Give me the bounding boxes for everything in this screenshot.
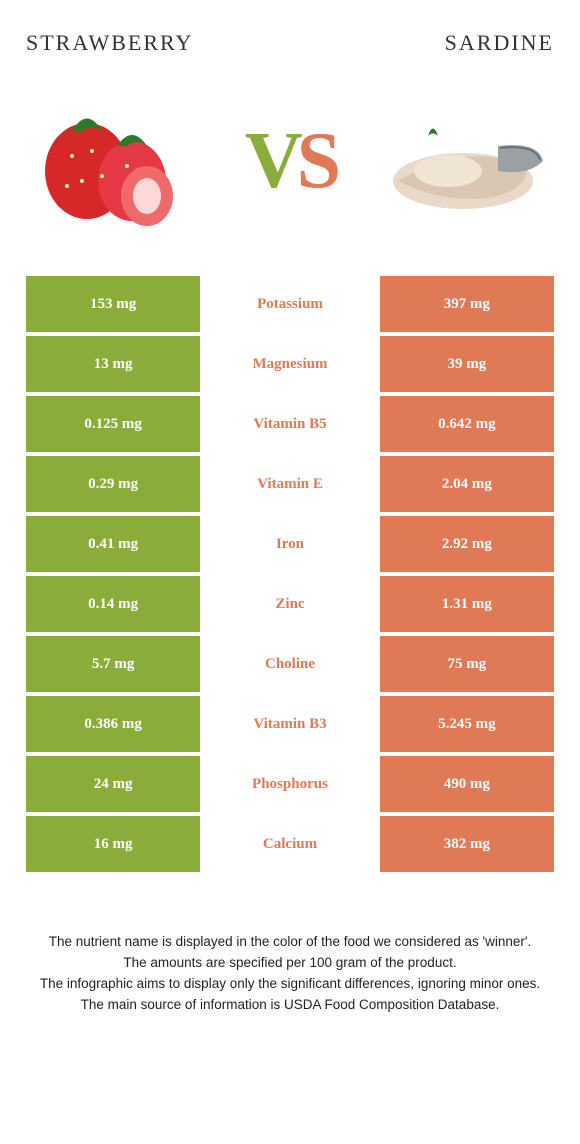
nutrient-name-cell: Vitamin E xyxy=(200,456,380,512)
vs-s: S xyxy=(297,116,336,207)
nutrient-name-cell: Choline xyxy=(200,636,380,692)
nutrient-name-cell: Phosphorus xyxy=(200,756,380,812)
left-value-cell: 0.41 mg xyxy=(26,516,200,572)
nutrient-name-cell: Potassium xyxy=(200,276,380,332)
left-value-cell: 0.29 mg xyxy=(26,456,200,512)
table-row: 0.29 mgVitamin E2.04 mg xyxy=(26,456,554,512)
table-row: 16 mgCalcium382 mg xyxy=(26,816,554,872)
right-food-title: SARDINE xyxy=(445,30,554,56)
right-value-cell: 2.92 mg xyxy=(380,516,554,572)
left-value-cell: 0.14 mg xyxy=(26,576,200,632)
table-row: 13 mgMagnesium39 mg xyxy=(26,336,554,392)
nutrient-name-cell: Magnesium xyxy=(200,336,380,392)
nutrient-name-cell: Calcium xyxy=(200,816,380,872)
right-value-cell: 397 mg xyxy=(380,276,554,332)
right-value-cell: 0.642 mg xyxy=(380,396,554,452)
footer-line-2: The amounts are specified per 100 gram o… xyxy=(30,953,550,974)
nutrient-comparison-table: 153 mgPotassium397 mg13 mgMagnesium39 mg… xyxy=(26,276,554,872)
left-food-title: STRAWBERRY xyxy=(26,30,193,56)
footer-line-3: The infographic aims to display only the… xyxy=(30,974,550,995)
hero-row: V S xyxy=(26,86,554,236)
left-value-cell: 5.7 mg xyxy=(26,636,200,692)
right-value-cell: 382 mg xyxy=(380,816,554,872)
left-value-cell: 13 mg xyxy=(26,336,200,392)
right-value-cell: 39 mg xyxy=(380,336,554,392)
left-value-cell: 16 mg xyxy=(26,816,200,872)
table-row: 5.7 mgCholine75 mg xyxy=(26,636,554,692)
table-row: 153 mgPotassium397 mg xyxy=(26,276,554,332)
table-row: 0.125 mgVitamin B50.642 mg xyxy=(26,396,554,452)
strawberry-icon xyxy=(32,86,202,236)
nutrient-name-cell: Zinc xyxy=(200,576,380,632)
vs-v: V xyxy=(245,116,297,207)
table-row: 0.14 mgZinc1.31 mg xyxy=(26,576,554,632)
right-value-cell: 2.04 mg xyxy=(380,456,554,512)
left-value-cell: 153 mg xyxy=(26,276,200,332)
left-value-cell: 0.386 mg xyxy=(26,696,200,752)
table-row: 0.41 mgIron2.92 mg xyxy=(26,516,554,572)
right-value-cell: 1.31 mg xyxy=(380,576,554,632)
table-row: 0.386 mgVitamin B35.245 mg xyxy=(26,696,554,752)
sardine-icon xyxy=(378,86,548,236)
right-value-cell: 490 mg xyxy=(380,756,554,812)
left-value-cell: 0.125 mg xyxy=(26,396,200,452)
footer-line-1: The nutrient name is displayed in the co… xyxy=(30,932,550,953)
right-value-cell: 5.245 mg xyxy=(380,696,554,752)
right-value-cell: 75 mg xyxy=(380,636,554,692)
nutrient-name-cell: Vitamin B3 xyxy=(200,696,380,752)
table-row: 24 mgPhosphorus490 mg xyxy=(26,756,554,812)
header-row: STRAWBERRY SARDINE xyxy=(26,30,554,56)
footer-line-4: The main source of information is USDA F… xyxy=(30,995,550,1016)
left-value-cell: 24 mg xyxy=(26,756,200,812)
strawberry-image xyxy=(32,86,202,236)
nutrient-name-cell: Iron xyxy=(200,516,380,572)
vs-label: V S xyxy=(245,116,335,207)
sardine-image xyxy=(378,86,548,236)
footer-notes: The nutrient name is displayed in the co… xyxy=(26,932,554,1016)
nutrient-name-cell: Vitamin B5 xyxy=(200,396,380,452)
